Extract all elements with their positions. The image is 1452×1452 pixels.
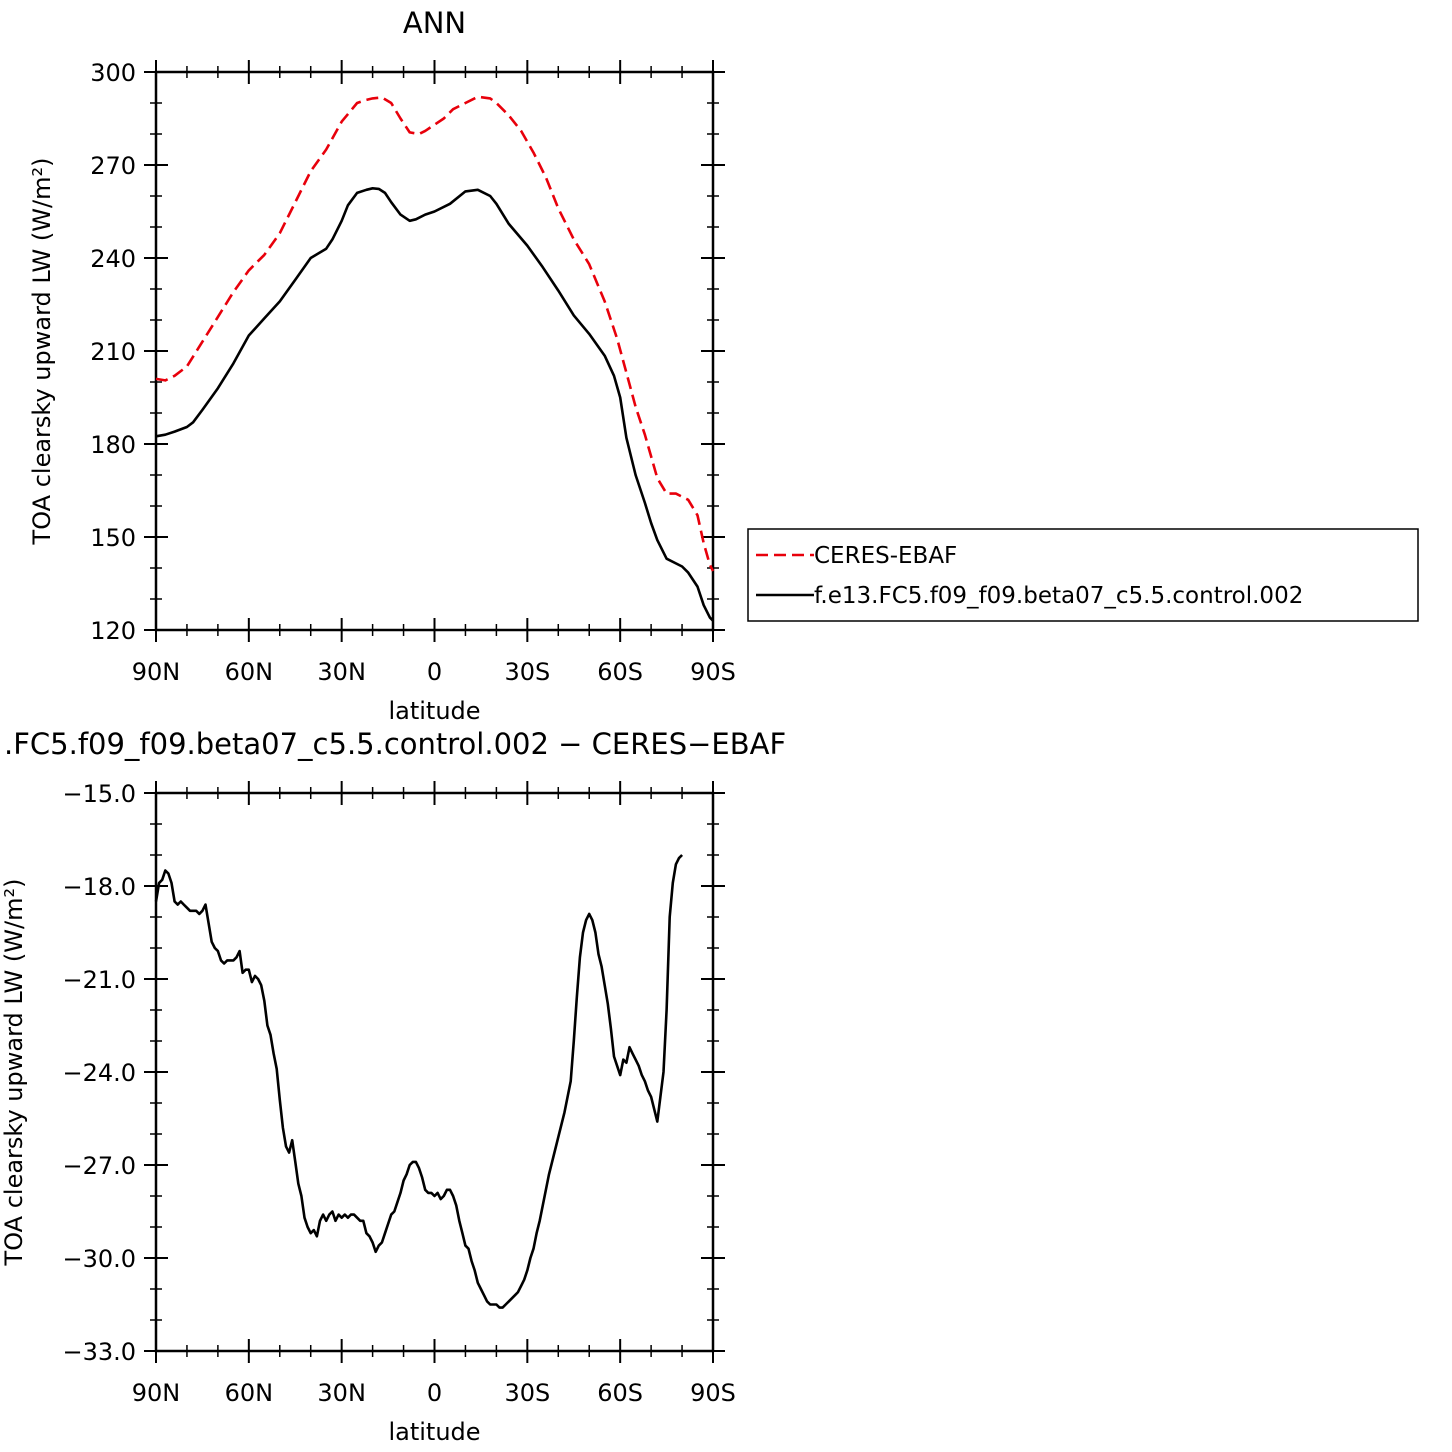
y-tick-label: −15.0 xyxy=(62,780,136,808)
y-axis-title: TOA clearsky upward LW (W/m²) xyxy=(28,158,56,546)
x-tick-label: 60N xyxy=(225,1379,274,1407)
x-tick-label: 0 xyxy=(427,658,442,686)
y-tick-label: 180 xyxy=(90,431,136,459)
top-panel: ANN 120 150 180 210 240 270 300 90N 60N 30N 0 30S 60S… xyxy=(28,6,736,725)
x-tick-label: 30S xyxy=(504,1379,550,1407)
plot-title: ANN xyxy=(403,6,466,40)
x-tick-label: 30N xyxy=(317,658,366,686)
bottom-panel: .FC5.f09_f09.beta07_c5.5.control.002 − C… xyxy=(0,727,786,1446)
plot-frame xyxy=(154,791,715,1353)
plot-title: .FC5.f09_f09.beta07_c5.5.control.002 − C… xyxy=(4,727,786,761)
x-tick-label: 90N xyxy=(132,658,181,686)
x-tick-label: 90N xyxy=(132,1379,181,1407)
y-tick-label: 240 xyxy=(90,245,136,273)
y-tick-label: −30.0 xyxy=(62,1245,136,1273)
x-tick-label: 60S xyxy=(597,1379,643,1407)
y-tick-label: 150 xyxy=(90,524,136,552)
legend-label-0: CERES-EBAF xyxy=(814,543,957,569)
legend-box xyxy=(747,528,1419,622)
x-tick-label: 60N xyxy=(225,658,274,686)
series-line-1 xyxy=(155,187,714,622)
y-tick-label: 300 xyxy=(90,59,136,87)
series-line-0 xyxy=(154,854,684,1309)
x-axis-title: latitude xyxy=(388,697,480,725)
y-tick-label: −21.0 xyxy=(62,966,136,994)
y-tick-label: −27.0 xyxy=(62,1152,136,1180)
x-tick-label: 30N xyxy=(317,1379,366,1407)
x-tick-label: 30S xyxy=(504,658,550,686)
x-tick-label: 0 xyxy=(427,1379,442,1407)
legend: CERES-EBAF f.e13.FC5.f09_f09.beta07_c5.5.… xyxy=(747,528,1419,622)
y-tick-label: −33.0 xyxy=(62,1338,136,1366)
y-tick-label: −24.0 xyxy=(62,1059,136,1087)
x-tick-label: 90S xyxy=(690,658,736,686)
y-tick-label: 210 xyxy=(90,338,136,366)
y-tick-label: 120 xyxy=(90,617,136,645)
x-axis-title: latitude xyxy=(388,1418,480,1446)
x-tick-label: 90S xyxy=(690,1379,736,1407)
y-tick-label: −18.0 xyxy=(62,873,136,901)
y-axis-title: TOA clearsky upward LW (W/m²) xyxy=(0,879,28,1267)
legend-label-1: f.e13.FC5.f09_f09.beta07_c5.5.control.00… xyxy=(814,583,1303,609)
y-tick-label: 270 xyxy=(90,152,136,180)
x-tick-label: 60S xyxy=(597,658,643,686)
series-line-0 xyxy=(155,95,715,572)
